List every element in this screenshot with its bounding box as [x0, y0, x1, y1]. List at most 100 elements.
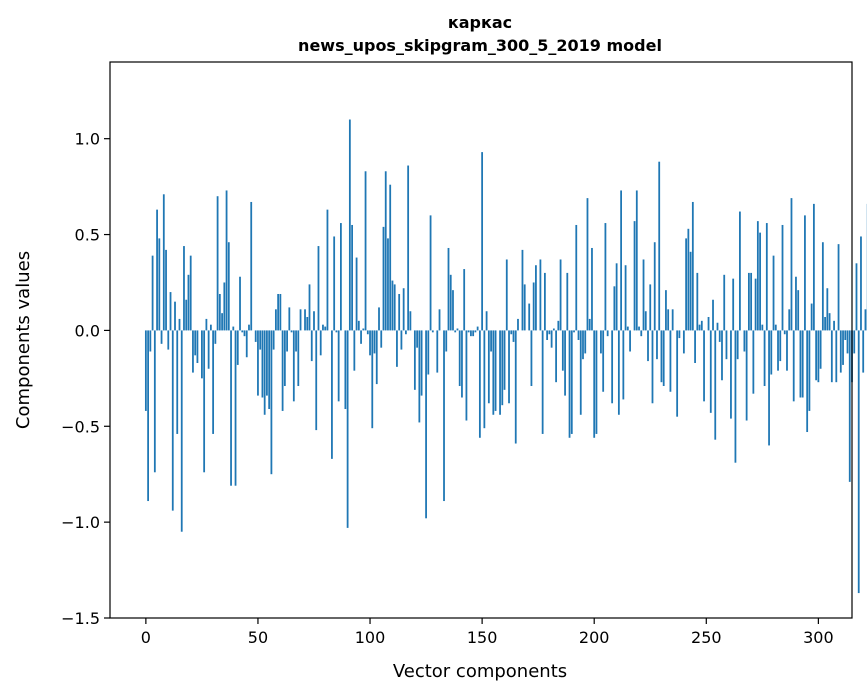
bar [709, 330, 712, 413]
bar [162, 194, 165, 331]
bar [335, 330, 338, 333]
bar [577, 330, 580, 340]
bar [308, 284, 311, 331]
bar [485, 311, 488, 331]
bar [389, 184, 392, 331]
bar [575, 224, 578, 331]
bar [236, 330, 239, 365]
bar [667, 309, 670, 331]
bar [817, 330, 820, 383]
bar [647, 330, 649, 362]
bar [514, 330, 517, 444]
bar [274, 309, 277, 331]
bar [366, 330, 369, 335]
bar [696, 272, 699, 331]
bar [835, 330, 838, 383]
bar [378, 307, 380, 331]
bar [362, 328, 365, 331]
bar [604, 223, 607, 331]
x-tick-label: 0 [141, 628, 151, 647]
bar [707, 316, 710, 331]
bar [617, 330, 620, 415]
bar [855, 263, 858, 331]
bar [725, 330, 728, 360]
bar [447, 247, 450, 331]
bar [808, 330, 811, 411]
bar [398, 293, 401, 331]
bar [315, 330, 318, 431]
bar [382, 226, 385, 331]
bar [579, 330, 582, 415]
bar [821, 242, 824, 331]
x-tick-label: 50 [248, 628, 268, 647]
bar [230, 330, 232, 486]
bar [723, 274, 726, 331]
bar [788, 309, 791, 331]
bar [774, 324, 777, 331]
bar [826, 288, 829, 331]
bar [640, 330, 643, 337]
bar [481, 152, 484, 331]
bar [492, 330, 495, 415]
bar [227, 242, 230, 331]
bar [196, 330, 199, 363]
bar [306, 316, 309, 331]
y-axis-ticks: −1.5 −1.0 −0.5 0.0 0.5 1.0 [61, 130, 110, 628]
bar [638, 326, 640, 331]
bar [174, 301, 176, 331]
bar [568, 330, 571, 438]
bar [806, 330, 809, 433]
bar [543, 272, 546, 331]
bar [763, 330, 766, 387]
bar [153, 330, 156, 473]
bar [212, 330, 215, 434]
bar [810, 303, 813, 331]
bar [622, 330, 625, 400]
bar [694, 330, 696, 363]
bar [557, 320, 560, 331]
y-tick-label: −0.5 [61, 417, 100, 436]
bar [254, 330, 257, 342]
bar [765, 223, 768, 331]
bar [815, 330, 818, 381]
bar [288, 307, 291, 331]
bar [393, 284, 396, 331]
bar [844, 330, 847, 340]
bar [384, 171, 387, 331]
bar [214, 330, 217, 344]
bar [781, 224, 784, 331]
bar [739, 211, 741, 331]
bar [783, 330, 786, 335]
bar [472, 330, 475, 337]
bar [431, 330, 434, 333]
bar [521, 249, 524, 331]
bar [176, 330, 179, 434]
bar [651, 330, 654, 404]
bar [346, 330, 349, 528]
bar [165, 249, 167, 331]
bar [535, 265, 537, 331]
bar [588, 318, 591, 331]
bar [828, 313, 831, 331]
bar [759, 232, 761, 331]
bar [234, 330, 237, 486]
bar [653, 242, 656, 331]
bar [736, 330, 739, 360]
bar [192, 330, 194, 373]
plot-frame [109, 61, 853, 619]
bar [396, 330, 398, 367]
bar [752, 330, 755, 394]
bar [615, 263, 618, 331]
bar [750, 272, 753, 331]
x-axis-ticks: 0 50 100 150 200 250 300 [141, 618, 834, 647]
bar [555, 330, 557, 383]
y-tick-label: 1.0 [75, 130, 100, 149]
bar [633, 221, 636, 331]
y-tick-label: −1.0 [61, 513, 100, 532]
bar [559, 259, 562, 331]
bar [371, 330, 374, 429]
bar [824, 316, 826, 331]
bar [373, 330, 376, 354]
bar [779, 330, 782, 362]
bar [223, 282, 226, 331]
